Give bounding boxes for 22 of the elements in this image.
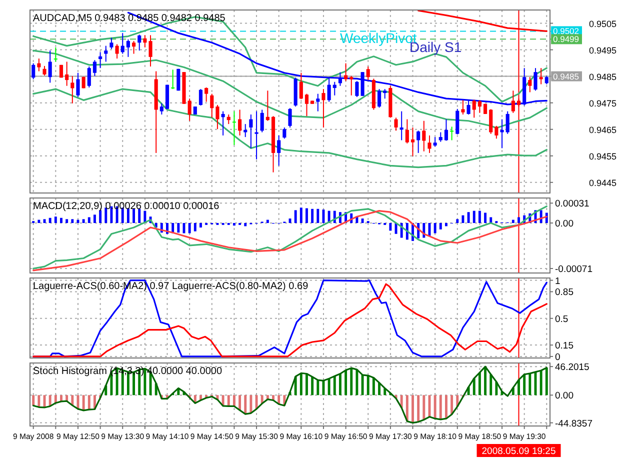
y-tick-label: 0.00031	[555, 198, 590, 210]
ref-line-label: 0.9499	[553, 34, 580, 44]
y-tick-label: 0.5	[555, 314, 568, 325]
ref-line-label: 0.9502	[553, 26, 580, 36]
y-tick-label: 0.00	[555, 218, 574, 230]
y-tick-label: 0.9455	[589, 151, 617, 162]
y-tick-label: 46.2015	[555, 362, 590, 374]
y-tick-label: 0	[555, 352, 560, 363]
y-tick-label: 0.9445	[589, 178, 617, 188]
y-tick-label: 0.9485	[589, 72, 617, 82]
y-tick-label: 0.85	[555, 287, 574, 298]
y-tick-label: 0.9505	[589, 18, 617, 29]
y-tick-label: 0.9495	[589, 45, 617, 56]
y-tick-label: 1	[555, 276, 560, 287]
y-tick-label: -44.8357	[555, 418, 593, 430]
y-tick-label: 0.9465	[589, 124, 617, 135]
y-tick-label: 0.00	[555, 390, 574, 402]
y-tick-label: 0.15	[555, 340, 574, 352]
y-tick-label: -0.00071	[555, 264, 593, 276]
ref-line-label: 2008.05.09 19:25	[482, 446, 556, 457]
chart-title: MACD(12,20,9) 0.00026 0.00010 0.00016	[33, 201, 220, 212]
y-tick-label: 0.9475	[589, 98, 617, 108]
